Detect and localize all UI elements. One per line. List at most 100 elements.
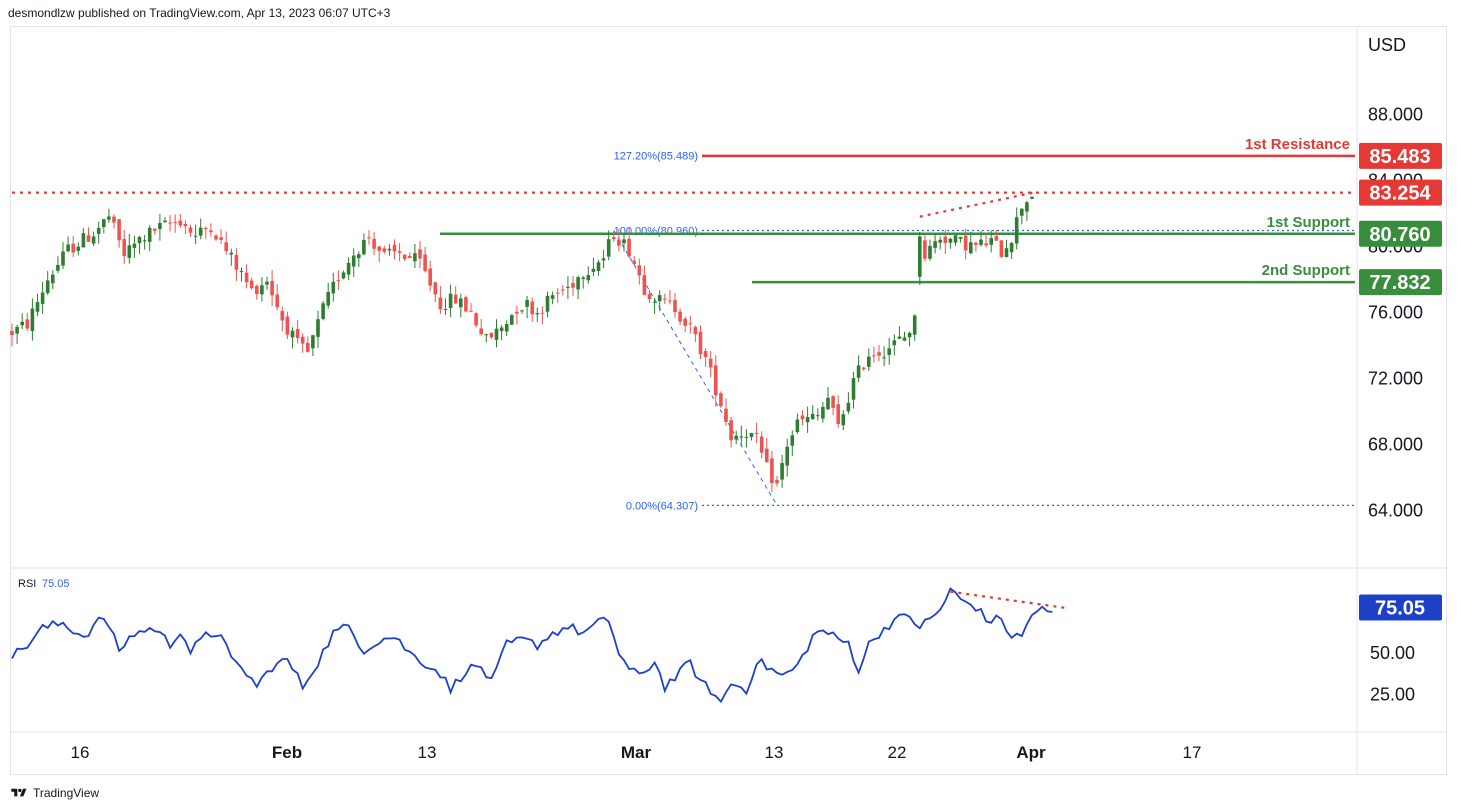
candle[interactable]: [795, 413, 800, 434]
candle[interactable]: [555, 288, 560, 303]
candle[interactable]: [178, 214, 183, 228]
candle[interactable]: [775, 475, 779, 487]
candle[interactable]: [290, 327, 295, 349]
candle[interactable]: [933, 234, 937, 254]
candle[interactable]: [846, 392, 851, 415]
candle[interactable]: [520, 309, 524, 314]
candle[interactable]: [821, 401, 825, 423]
candle[interactable]: [453, 286, 458, 304]
candle[interactable]: [107, 208, 111, 223]
candle[interactable]: [275, 284, 279, 311]
candle[interactable]: [627, 227, 631, 259]
candle[interactable]: [438, 286, 443, 314]
candle[interactable]: [657, 290, 662, 312]
candle[interactable]: [163, 216, 167, 223]
candle[interactable]: [703, 348, 708, 367]
candle[interactable]: [831, 394, 835, 416]
candle[interactable]: [474, 312, 478, 328]
candle[interactable]: [15, 324, 19, 344]
candle[interactable]: [147, 225, 152, 252]
candle[interactable]: [433, 281, 438, 303]
candle[interactable]: [382, 245, 387, 255]
candle[interactable]: [10, 323, 14, 347]
candle[interactable]: [902, 331, 907, 342]
candle[interactable]: [351, 248, 356, 278]
candle[interactable]: [882, 346, 886, 367]
candle[interactable]: [372, 232, 376, 256]
candle[interactable]: [663, 293, 667, 304]
candle[interactable]: [963, 228, 968, 260]
candle[interactable]: [392, 239, 397, 260]
candle[interactable]: [647, 290, 652, 303]
candle[interactable]: [765, 437, 769, 463]
candle[interactable]: [1020, 208, 1024, 225]
candle[interactable]: [596, 259, 601, 276]
candle[interactable]: [678, 307, 682, 326]
candle[interactable]: [311, 334, 315, 356]
candle[interactable]: [1004, 239, 1009, 258]
candle[interactable]: [591, 257, 596, 277]
candle[interactable]: [413, 243, 417, 269]
candle[interactable]: [617, 228, 621, 252]
candle[interactable]: [1009, 241, 1014, 259]
candle[interactable]: [153, 228, 157, 235]
candle[interactable]: [948, 237, 953, 249]
candle[interactable]: [81, 228, 86, 248]
candle[interactable]: [25, 312, 30, 332]
candle[interactable]: [841, 410, 846, 431]
candle[interactable]: [117, 219, 121, 248]
candle[interactable]: [76, 242, 81, 256]
candle[interactable]: [744, 429, 749, 448]
candle[interactable]: [1014, 207, 1019, 250]
candle[interactable]: [566, 276, 570, 300]
candle[interactable]: [785, 438, 789, 477]
rsi-axis[interactable]: 50.00 25.00: [1370, 643, 1415, 705]
candle[interactable]: [285, 311, 290, 340]
candle[interactable]: [918, 231, 922, 286]
candle[interactable]: [642, 265, 647, 296]
candle[interactable]: [362, 233, 366, 256]
candle[interactable]: [683, 316, 687, 333]
candle[interactable]: [464, 295, 468, 313]
candle[interactable]: [214, 234, 218, 241]
candle[interactable]: [739, 425, 744, 447]
candle[interactable]: [341, 270, 346, 280]
candle[interactable]: [790, 430, 795, 457]
candle[interactable]: [423, 246, 427, 273]
candle[interactable]: [994, 230, 999, 241]
candle[interactable]: [897, 326, 902, 339]
candle[interactable]: [45, 270, 50, 296]
candle[interactable]: [183, 220, 188, 235]
candle[interactable]: [714, 355, 718, 407]
price-trend-line[interactable]: [919, 190, 1038, 218]
candle[interactable]: [749, 432, 754, 441]
candle[interactable]: [51, 270, 55, 290]
candle[interactable]: [484, 333, 489, 343]
candle[interactable]: [550, 291, 555, 305]
candle[interactable]: [586, 266, 591, 284]
candle[interactable]: [912, 314, 917, 341]
candle[interactable]: [612, 230, 616, 243]
candle[interactable]: [137, 235, 142, 254]
candle[interactable]: [836, 395, 840, 428]
candle[interactable]: [877, 344, 881, 362]
candle[interactable]: [872, 346, 876, 363]
candle[interactable]: [622, 234, 626, 252]
candle[interactable]: [357, 251, 361, 268]
candle[interactable]: [770, 450, 774, 493]
candle[interactable]: [576, 275, 580, 300]
candle[interactable]: [239, 267, 244, 282]
candle[interactable]: [204, 226, 208, 240]
candle[interactable]: [984, 233, 988, 248]
candle[interactable]: [86, 227, 91, 242]
candle[interactable]: [979, 231, 983, 247]
candle[interactable]: [540, 306, 545, 324]
candlestick-series[interactable]: [10, 196, 1034, 493]
candle[interactable]: [892, 334, 897, 356]
candle[interactable]: [408, 252, 412, 259]
candle[interactable]: [428, 260, 432, 292]
candle[interactable]: [479, 318, 483, 336]
candle[interactable]: [122, 229, 126, 265]
candle[interactable]: [198, 218, 203, 240]
rsi-pane[interactable]: [11, 587, 1068, 704]
